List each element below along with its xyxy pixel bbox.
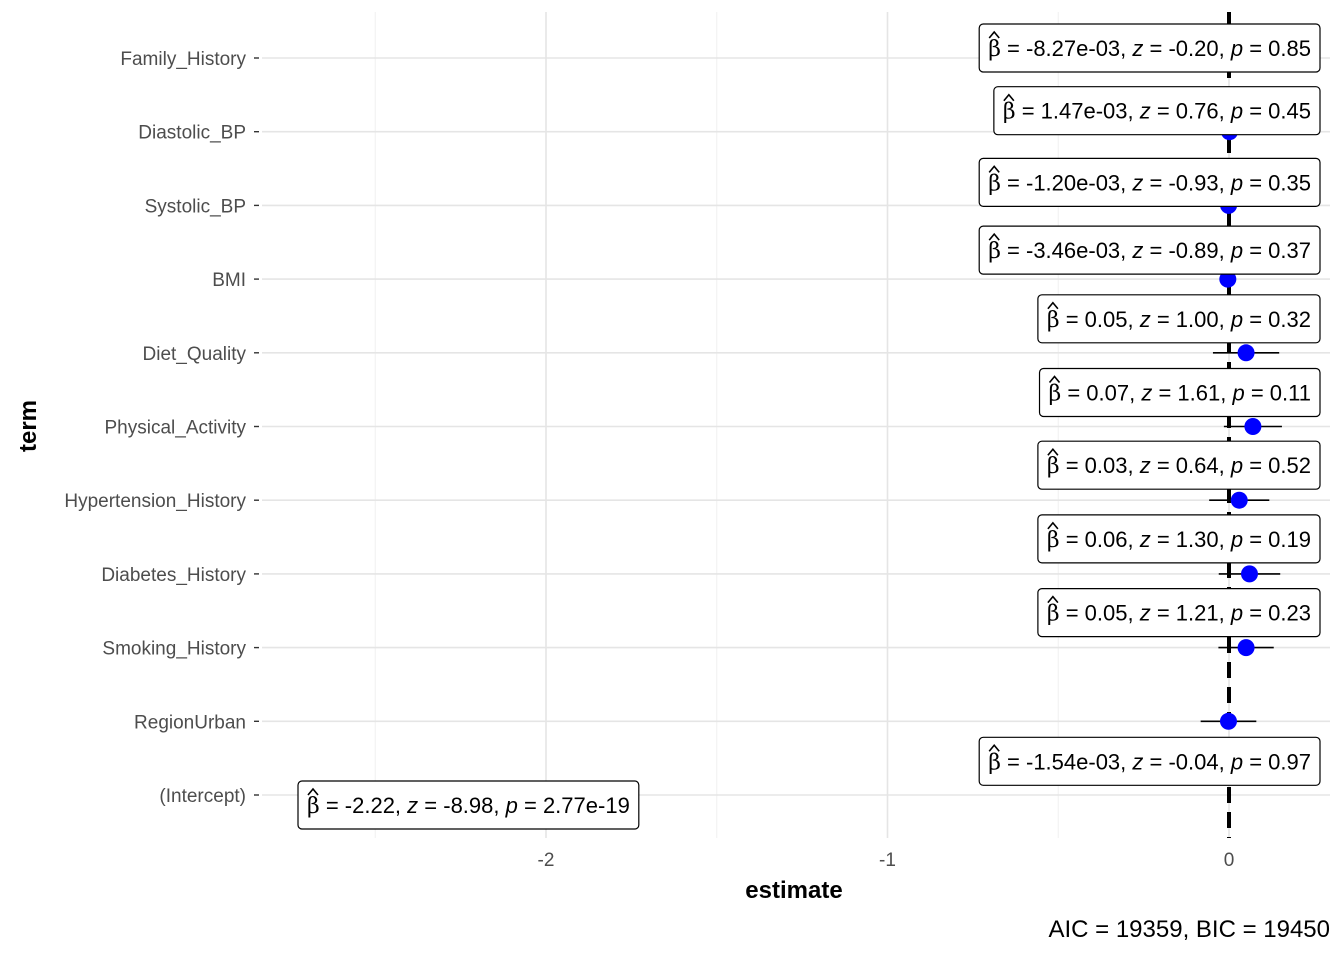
point-Diet_Quality	[1237, 344, 1255, 362]
coef-label-BMI: β = -3.46e-03, z = -0.89, p = 0.37	[978, 225, 1321, 275]
beta-hat-icon	[988, 744, 1000, 752]
coef-label-(Intercept): β = -2.22, z = -8.98, p = 2.77e-19	[297, 780, 640, 830]
beta-hat-icon	[1047, 301, 1059, 310]
point-BMI	[1219, 270, 1237, 288]
label-box	[978, 225, 1321, 275]
beta-hat-icon	[1047, 447, 1059, 456]
coef-label-RegionUrban: β = -1.54e-03, z = -0.04, p = 0.97	[978, 736, 1321, 786]
label-text: β = 0.07, z = 1.61, p = 0.11	[1049, 381, 1311, 407]
y-axis-title: term	[15, 400, 42, 452]
label-box	[1038, 367, 1321, 418]
point-Smoking_History	[1237, 639, 1255, 657]
y-tick-label: Physical_Activity	[105, 418, 247, 439]
y-tick-label: BMI	[212, 270, 246, 291]
y-tick-label: Smoking_History	[102, 639, 246, 660]
x-tick-label: -1	[879, 850, 896, 871]
label-text: β = 0.06, z = 1.30, p = 0.19	[1047, 527, 1311, 553]
label-text: β = -1.54e-03, z = -0.04, p = 0.97	[988, 749, 1311, 775]
point-Physical_Activity	[1244, 418, 1262, 435]
label-text: β = -3.46e-03, z = -0.89, p = 0.37	[988, 238, 1311, 264]
label-text: β = -1.20e-03, z = -0.93, p = 0.35	[988, 170, 1311, 196]
label-text: β = 0.05, z = 1.00, p = 0.32	[1047, 307, 1311, 333]
label-text: β = -8.27e-03, z = -0.20, p = 0.85	[988, 36, 1311, 62]
coef-label-Systolic_BP: β = -1.20e-03, z = -0.93, p = 0.35	[978, 157, 1321, 207]
beta-hat-icon	[1047, 595, 1059, 604]
y-tick-label: Diabetes_History	[101, 565, 246, 586]
beta-hat-icon	[988, 165, 1000, 173]
label-text: β = 0.03, z = 0.64, p = 0.52	[1047, 453, 1311, 479]
coef-label-Physical_Activity: β = 0.07, z = 1.61, p = 0.11	[1038, 367, 1321, 418]
minor-gridlines	[374, 12, 1059, 838]
beta-hat-icon	[988, 232, 1000, 241]
y-tick-label: RegionUrban	[134, 712, 246, 733]
major-gridlines	[262, 12, 1330, 838]
y-tick-label: Systolic_BP	[145, 196, 246, 217]
beta-hat-icon	[307, 787, 319, 796]
coef-label-Hypertension_History: β = 0.03, z = 0.64, p = 0.52	[1037, 440, 1321, 490]
y-tick-label: Diastolic_BP	[138, 123, 246, 144]
label-box	[1037, 440, 1321, 490]
coefficient-labels: β = -8.27e-03, z = -0.20, p = 0.85 β = 1.…	[297, 23, 1321, 830]
coef-label-Diet_Quality: β = 0.05, z = 1.00, p = 0.32	[1037, 294, 1321, 344]
label-text: β = -2.22, z = -8.98, p = 2.77e-19	[307, 793, 630, 819]
y-tick-label: Diet_Quality	[143, 344, 247, 365]
label-box	[978, 157, 1321, 207]
label-box	[1037, 587, 1321, 638]
point-Diabetes_History	[1240, 565, 1258, 583]
y-axis: Family_History Diastolic_BP Systolic_BP BMI…	[64, 49, 259, 807]
coef-label-Family_History: β = -8.27e-03, z = -0.20, p = 0.85	[978, 23, 1321, 73]
x-tick-label: -2	[538, 850, 555, 871]
label-box	[978, 23, 1321, 73]
beta-hat-icon	[1047, 521, 1059, 530]
x-axis-title: estimate	[745, 877, 842, 904]
point-Hypertension_History	[1230, 491, 1248, 509]
label-text: β = 1.47e-03, z = 0.76, p = 0.45	[1003, 99, 1311, 125]
x-tick-label: 0	[1224, 850, 1235, 871]
model-fit-caption: AIC = 19359, BIC = 19450	[1048, 916, 1330, 943]
coef-label-Diabetes_History: β = 0.06, z = 1.30, p = 0.19	[1037, 514, 1321, 564]
point-RegionUrban	[1219, 712, 1237, 730]
y-tick-label: Hypertension_History	[64, 491, 246, 512]
beta-hat-icon	[988, 30, 1000, 39]
beta-hat-icon	[1048, 375, 1061, 384]
label-box	[1037, 294, 1321, 344]
coef-label-Smoking_History: β = 0.05, z = 1.21, p = 0.23	[1037, 587, 1321, 638]
label-text: β = 0.05, z = 1.21, p = 0.23	[1047, 601, 1311, 627]
label-box	[978, 736, 1321, 786]
label-box	[297, 780, 640, 830]
label-box	[1037, 514, 1321, 564]
y-tick-label: (Intercept)	[159, 786, 246, 807]
x-axis: -2 -1 0	[538, 850, 1235, 871]
label-box	[993, 86, 1321, 136]
beta-hat-icon	[1003, 93, 1015, 102]
y-tick-label: Family_History	[120, 49, 246, 70]
coef-label-Diastolic_BP: β = 1.47e-03, z = 0.76, p = 0.45	[993, 86, 1321, 136]
